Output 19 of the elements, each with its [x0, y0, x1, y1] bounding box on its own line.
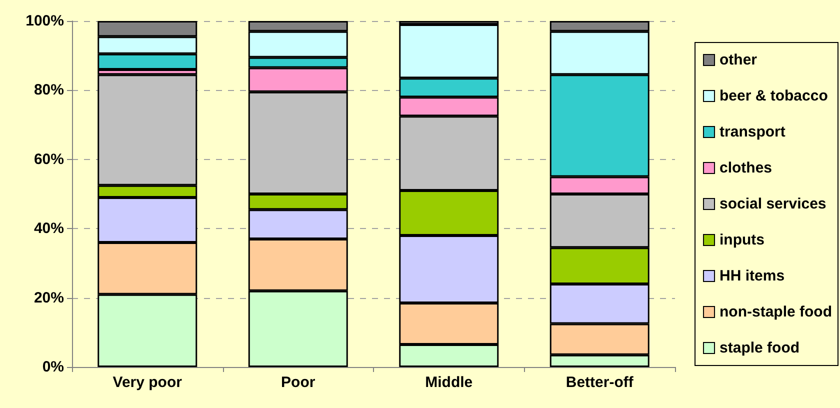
x-tick-label: Better-off [566, 374, 634, 391]
legend-label: transport [720, 124, 786, 140]
y-tick-label: 60% [34, 150, 64, 168]
legend-label: staple food [720, 340, 800, 356]
legend-label: non-staple food [720, 304, 832, 320]
y-tick-label: 40% [34, 220, 64, 238]
legend-label: other [720, 52, 758, 68]
legend-label: social services [720, 196, 826, 212]
x-tick-label: Very poor [112, 374, 182, 391]
x-tick-label: Middle [425, 374, 473, 391]
legend-label: HH items [720, 268, 785, 284]
y-tick-label: 100% [26, 12, 64, 30]
y-tick-label: 80% [34, 82, 64, 99]
y-tick-label: 20% [34, 289, 64, 306]
y-tick-label: 0% [42, 358, 64, 376]
x-tick-label: Poor [281, 374, 316, 391]
legend-label: beer & tobacco [720, 88, 828, 104]
legend-label: clothes [720, 160, 772, 176]
legend-label: inputs [720, 232, 765, 248]
